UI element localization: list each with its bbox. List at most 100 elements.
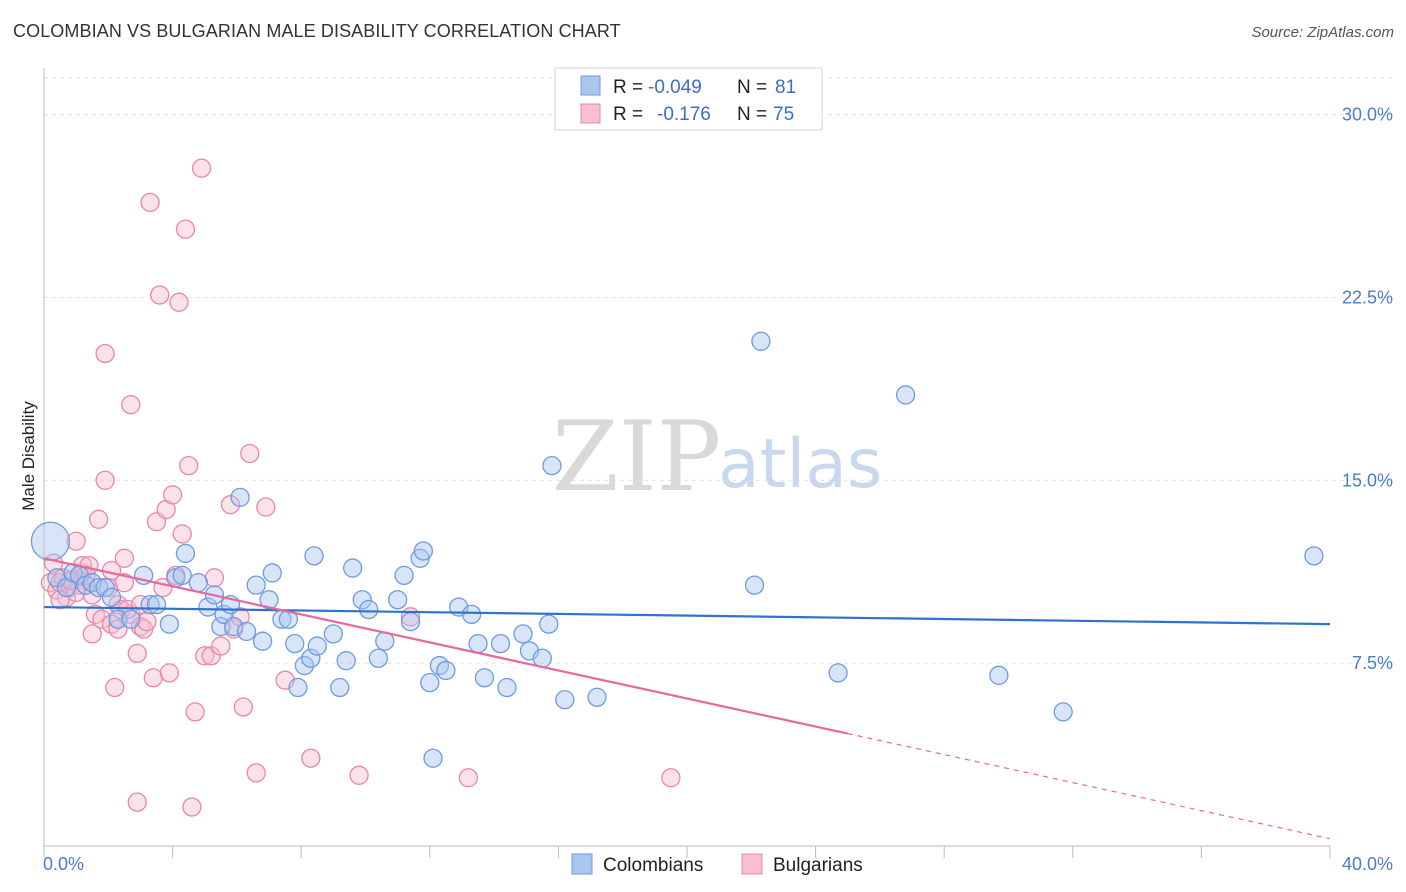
bulgarian-point — [204, 568, 225, 588]
colombian-point — [307, 636, 327, 656]
bulgarian-point — [256, 497, 276, 517]
bulgarian-point — [127, 792, 147, 812]
bulgarian-point — [89, 509, 109, 529]
bulgarian-point — [105, 677, 125, 698]
colombian-point — [146, 594, 167, 615]
colombian-point — [423, 748, 443, 768]
colombian-point — [436, 660, 456, 681]
bulgarian-point — [458, 768, 479, 788]
colombian-point — [490, 633, 511, 654]
colombian-point — [288, 677, 308, 698]
colombian-point — [262, 563, 282, 583]
bulgarian-point — [246, 763, 266, 783]
bulgarian-point — [175, 219, 196, 239]
colombian-point — [400, 612, 421, 632]
colombian-point — [1053, 702, 1073, 722]
colombian-point — [198, 597, 218, 617]
bulgarian-point — [66, 531, 86, 551]
bulgarian-point — [92, 609, 112, 629]
colombian-point — [497, 677, 517, 698]
colombian-point — [236, 621, 257, 642]
colombian-point — [230, 487, 250, 508]
bottom-legend-swatch-colombians — [571, 853, 593, 875]
bulgarian-point — [349, 765, 369, 785]
watermark-zip: ZIP — [552, 401, 721, 513]
bulgarian-point — [95, 343, 115, 364]
colombian-point — [121, 609, 141, 629]
legend-swatch-bulgarians — [580, 103, 601, 124]
colombian-point — [474, 668, 495, 688]
colombian-point — [751, 331, 771, 351]
colombian-point — [294, 655, 315, 676]
colombian-point — [336, 651, 356, 671]
colombian-point — [252, 631, 273, 651]
bulgarian-point — [182, 797, 202, 817]
legend-n-value-1: 81 — [775, 77, 796, 98]
legend-r-value-2: -0.176 — [657, 104, 711, 125]
legend-r-value-1: -0.049 — [648, 77, 702, 98]
bulgarian-point — [114, 548, 135, 568]
bulgarian-point — [121, 395, 141, 415]
bulgarian-point — [169, 292, 189, 312]
colombian-point — [555, 690, 575, 710]
trend-lines — [43, 557, 1331, 840]
bulgarian-point — [233, 697, 253, 717]
bulgarian-point — [159, 663, 180, 683]
y-tick-label: 7.5% — [1352, 653, 1393, 673]
bulgarian-point — [179, 456, 199, 476]
bulgarian-point — [162, 485, 183, 505]
bulgarian-point — [172, 524, 192, 544]
bulgarian-point — [150, 285, 170, 305]
y-tick-labels: 7.5% 15.0% 22.5% 30.0% — [1342, 105, 1393, 674]
bulgarian-point — [140, 192, 160, 212]
colombian-point — [352, 590, 372, 610]
legend-swatch-colombians — [580, 75, 601, 96]
colombian-point — [587, 687, 607, 707]
x-tick-label-min: 0.0% — [43, 854, 84, 874]
bottom-legend-colombians: Colombians — [603, 855, 703, 876]
colombian-point — [394, 565, 414, 586]
colombian-point — [304, 546, 324, 566]
colombian-point — [95, 577, 115, 598]
colombian-point — [468, 633, 488, 654]
colombian-point — [30, 521, 71, 561]
legend-r-label-1: R = — [613, 77, 643, 98]
colombian-point — [387, 590, 408, 610]
watermark-atlas: atlas — [718, 425, 882, 504]
bottom-legend-bulgarians: Bulgarians — [773, 855, 863, 876]
colombian-point — [101, 587, 122, 607]
bottom-legend-swatch-bulgarians — [741, 853, 763, 875]
bulgarian-point — [240, 443, 260, 464]
colombian-point — [285, 633, 305, 654]
colombian-point — [172, 565, 192, 586]
colombian-point — [359, 599, 379, 620]
bulgarian-point — [114, 573, 135, 593]
colombian-point — [542, 456, 562, 476]
colombian-point — [895, 385, 916, 405]
legend-n-label-2: N = — [737, 104, 767, 125]
colombian-point — [828, 663, 848, 683]
chart-title: COLOMBIAN VS BULGARIAN MALE DISABILITY C… — [13, 21, 621, 41]
colombian-point — [989, 665, 1009, 685]
colombian-point — [513, 624, 533, 644]
y-tick-label: 30.0% — [1342, 105, 1393, 125]
colombian-point — [246, 575, 266, 595]
bulgarian-point — [185, 702, 205, 722]
colombian-point — [1304, 546, 1324, 566]
y-tick-label: 22.5% — [1342, 287, 1393, 307]
colombian-point — [330, 677, 350, 698]
colombian-point — [461, 604, 482, 625]
bulgarian-point — [82, 624, 102, 644]
colombian-point — [175, 543, 196, 564]
bulgarian-point — [661, 768, 681, 788]
y-axis-label: Male Disability — [19, 401, 38, 511]
bulgarians-trend-line — [43, 557, 848, 735]
colombian-point — [89, 577, 109, 598]
bulgarian-point — [137, 612, 157, 632]
axes — [43, 68, 1331, 858]
colombian-point — [420, 672, 440, 693]
bulgarian-point — [220, 495, 241, 515]
bulgarian-point — [301, 748, 321, 768]
bulgarian-point — [95, 470, 115, 490]
